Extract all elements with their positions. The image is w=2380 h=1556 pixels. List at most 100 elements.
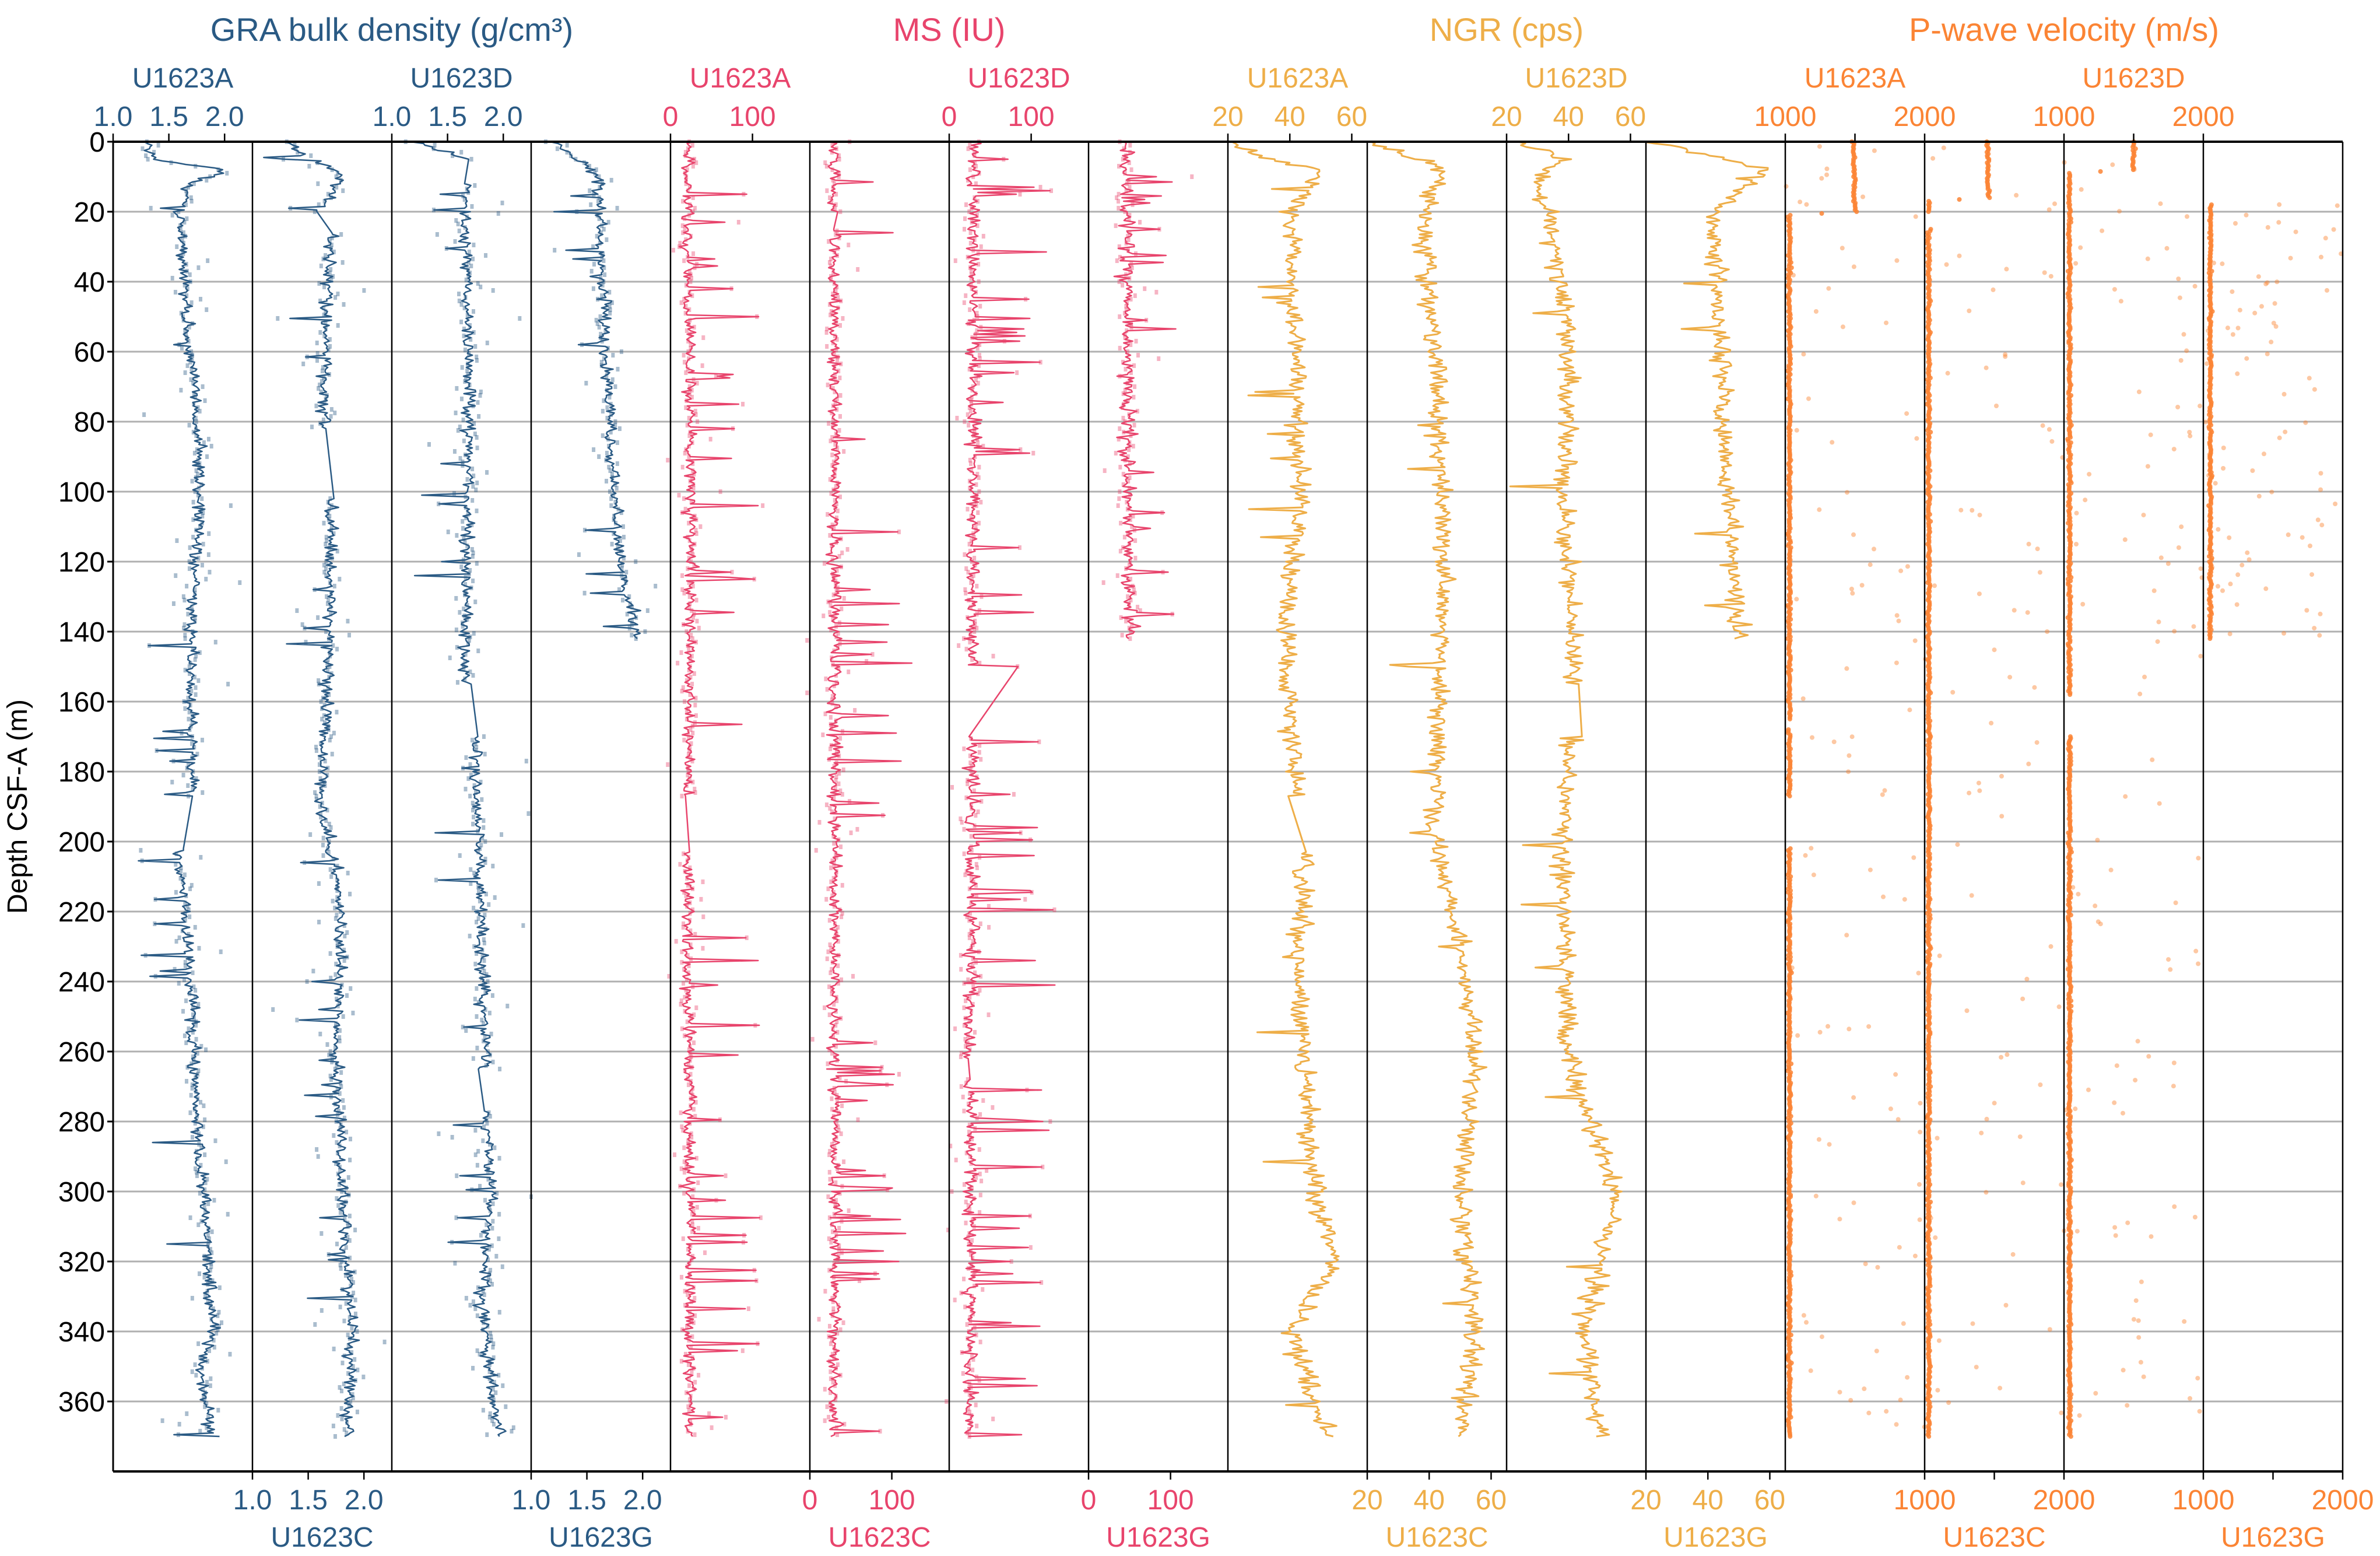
data-point (191, 970, 195, 975)
data-point (480, 948, 485, 952)
data-point (836, 1432, 840, 1437)
data-point (829, 313, 833, 317)
data-point (968, 640, 972, 644)
data-point (838, 1327, 843, 1332)
data-point (970, 806, 974, 811)
data-point (970, 206, 974, 211)
data-point (1935, 1136, 1940, 1141)
data-point (1128, 559, 1132, 564)
data-point (144, 153, 148, 158)
data-point (472, 944, 476, 949)
series-line (410, 141, 507, 1437)
data-point (342, 1354, 346, 1358)
data-point (474, 748, 478, 753)
data-point (457, 229, 461, 233)
data-point (966, 1431, 970, 1435)
data-point (177, 1422, 181, 1427)
data-point (324, 629, 328, 634)
data-point (1116, 503, 1120, 508)
data-point (208, 1348, 212, 1353)
data-point (491, 1387, 495, 1392)
data-point (838, 376, 842, 380)
data-point (687, 538, 691, 543)
data-point (327, 850, 331, 854)
data-point (837, 157, 841, 162)
data-point (975, 1116, 979, 1120)
data-point (687, 1383, 691, 1388)
data-point (599, 230, 603, 235)
data-point (595, 213, 599, 218)
data-point (1898, 568, 1904, 573)
data-point (833, 372, 837, 377)
data-point (968, 349, 973, 354)
data-point (331, 274, 335, 279)
data-point (2179, 524, 2184, 530)
data-point (342, 1382, 346, 1386)
data-point (437, 502, 441, 506)
data-point (294, 146, 298, 151)
data-point (468, 635, 472, 639)
data-point (840, 914, 844, 919)
data-point (968, 409, 973, 413)
data-point (332, 584, 336, 588)
data-point (1048, 1119, 1052, 1124)
data-point (205, 307, 209, 312)
data-point (318, 1032, 322, 1036)
data-point (481, 1408, 485, 1413)
data-point (338, 1385, 342, 1390)
data-point (718, 1117, 722, 1122)
data-point (686, 339, 690, 344)
data-point (565, 150, 569, 155)
data-point (825, 188, 829, 193)
data-point (2020, 996, 2026, 1001)
series-ms-u1623d (945, 139, 1056, 1439)
data-point (329, 407, 334, 412)
data-point (187, 932, 191, 937)
data-point (1837, 1217, 1842, 1222)
data-point (486, 1177, 490, 1182)
data-point (1015, 370, 1019, 375)
data-point (840, 911, 844, 916)
data-point (687, 269, 691, 274)
data-point (684, 988, 688, 993)
data-point (973, 195, 977, 200)
data-point (203, 1152, 207, 1157)
data-point (1133, 293, 1137, 298)
data-point (686, 769, 690, 774)
data-point (977, 353, 981, 358)
data-point (830, 656, 834, 660)
data-point (953, 1298, 957, 1302)
data-point (193, 587, 197, 592)
data-point (205, 178, 209, 183)
data-point (2026, 541, 2031, 546)
data-point (521, 923, 525, 928)
data-point (328, 951, 332, 956)
data-point (836, 1030, 840, 1035)
data-point (974, 181, 978, 186)
data-point (967, 405, 971, 410)
data-point (1904, 411, 1909, 416)
data-point (724, 1415, 728, 1420)
data-point (598, 314, 602, 319)
data-point (833, 365, 837, 370)
data-point (837, 666, 841, 671)
data-point (484, 253, 488, 258)
series-ms-u1623g (1101, 139, 1194, 641)
data-point (2048, 944, 2053, 949)
data-point (684, 893, 688, 898)
data-point (1868, 562, 1873, 567)
data-point (2150, 757, 2155, 762)
data-point (833, 1054, 837, 1059)
data-point (681, 925, 685, 930)
data-point (683, 869, 687, 874)
data-point (827, 1334, 831, 1339)
data-point (483, 1317, 487, 1322)
data-point (833, 935, 837, 940)
data-point (970, 335, 974, 340)
data-point (486, 1166, 490, 1171)
data-point (335, 710, 339, 714)
data-point (824, 802, 829, 807)
data-point (194, 395, 198, 399)
data-point (964, 566, 968, 571)
data-point (188, 703, 192, 707)
